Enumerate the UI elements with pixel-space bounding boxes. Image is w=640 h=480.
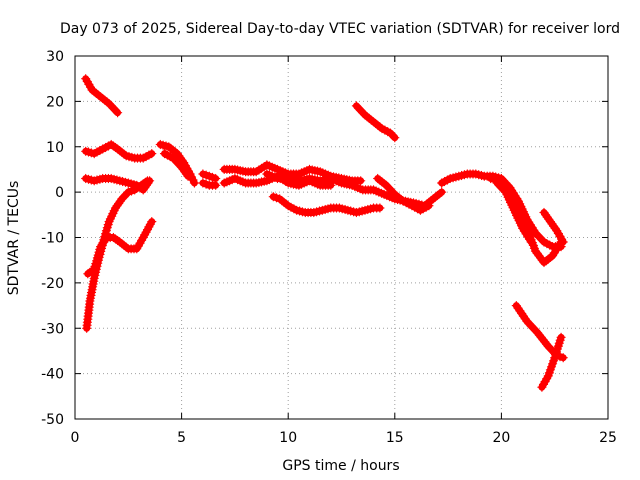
data-point [437,187,447,197]
y-axis-label: SDTVAR / TECUs [6,181,22,296]
y-tick-label: 20 [46,94,64,110]
series-arc-8c [262,169,357,190]
series-arc-6b [159,149,193,181]
series-arc-5 [83,217,157,279]
series-arc-4 [82,176,153,333]
series-arc-15 [537,332,566,392]
plot-frame [74,55,609,420]
x-tick-label: 5 [177,430,186,446]
grid [75,56,608,419]
data-point [526,237,536,247]
data-point [558,353,568,363]
series-arc-1 [81,74,123,118]
data-point [211,180,221,190]
data-point [390,133,400,143]
data-point [147,217,157,227]
data-point [183,171,193,181]
x-tick-label: 10 [279,430,297,446]
data-point [356,176,366,186]
data-point [375,203,385,213]
x-axis-label: GPS time / hours [282,458,399,474]
series-arc-2 [81,139,157,163]
series-arc-8 [219,160,366,186]
series-arc-14 [511,301,568,363]
y-tick-label: -20 [41,276,64,292]
data-point [558,237,568,247]
series-arc-9 [268,192,385,218]
y-tick-label: -40 [41,367,64,383]
x-tick-label: 25 [599,430,617,446]
y-tick-label: -50 [41,412,64,428]
data-point [147,149,157,159]
data-series-group [81,74,568,392]
series-arc-7 [198,169,221,184]
data-point [142,176,153,186]
series-arc-12c [492,178,536,247]
series-arc-13 [539,207,568,247]
chart-title: Day 073 of 2025, Sidereal Day-to-day VTE… [60,21,620,37]
data-point [189,178,199,188]
series-arc-11b [373,173,434,215]
y-tick-label: 30 [46,49,64,65]
x-tick-label: 0 [71,430,80,446]
y-tick-label: -10 [41,231,64,247]
series-arc-7b [198,178,221,190]
series-arc-10 [351,101,400,143]
data-point [424,201,434,211]
x-tick-label: 20 [492,430,510,446]
y-tick-label: -30 [41,321,64,337]
x-tick-label: 15 [386,430,404,446]
y-tick-label: 10 [46,140,64,156]
data-point [556,332,566,342]
y-tick-label: 0 [55,185,64,201]
data-point [113,108,123,118]
